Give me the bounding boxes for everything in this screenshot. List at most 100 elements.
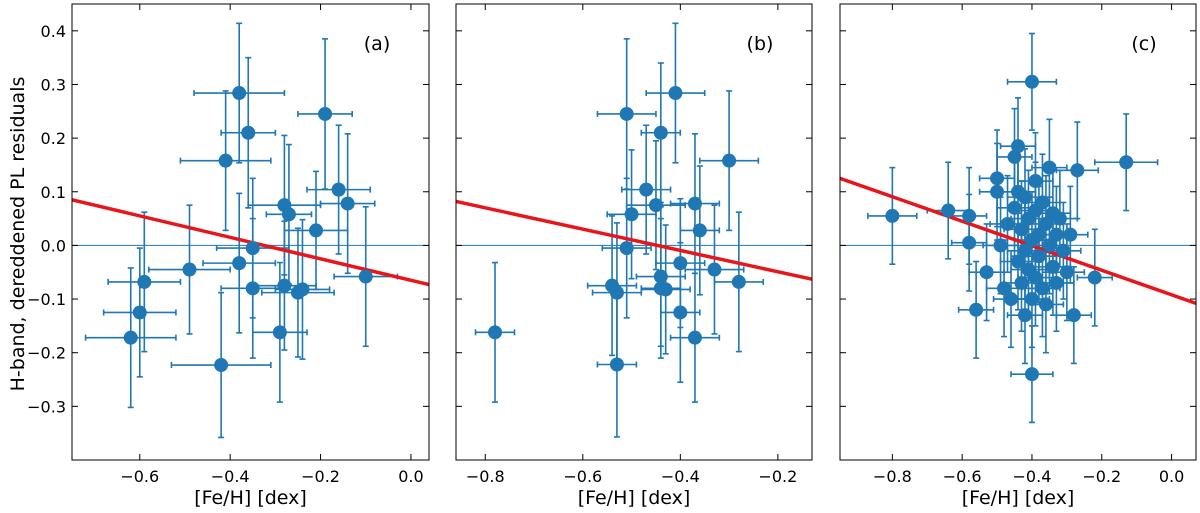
- data-point: [1049, 227, 1064, 242]
- data-point: [1014, 222, 1029, 237]
- data-point: [1066, 308, 1081, 323]
- data-point: [1007, 149, 1022, 164]
- x-tick-label: −0.6: [943, 467, 982, 486]
- data-point: [673, 256, 688, 271]
- data-point: [997, 281, 1012, 296]
- x-tick-label: −0.2: [1082, 467, 1121, 486]
- data-point: [658, 282, 673, 297]
- x-tick-label: −0.4: [211, 467, 250, 486]
- data-point: [1056, 243, 1071, 258]
- data-point: [962, 208, 977, 223]
- axes-frame: [455, 3, 813, 461]
- x-tick-label: 0.0: [398, 467, 423, 486]
- data-point: [1042, 238, 1057, 253]
- x-axis-label: [Fe/H] [dex]: [194, 487, 307, 509]
- data-point: [707, 262, 722, 277]
- data-point: [1045, 259, 1060, 274]
- data-point: [123, 330, 138, 345]
- data-point: [692, 223, 707, 238]
- data-point: [731, 274, 746, 289]
- data-point: [232, 86, 247, 101]
- data-point: [1031, 227, 1046, 242]
- data-point: [1028, 174, 1043, 189]
- x-tick-label: −0.2: [301, 467, 340, 486]
- data-point: [318, 106, 333, 121]
- data-point: [182, 262, 197, 277]
- data-point: [272, 325, 287, 340]
- axes-frame: [71, 3, 430, 461]
- x-axis-label: [Fe/H] [dex]: [962, 487, 1075, 509]
- data-point: [331, 182, 346, 197]
- data-point: [639, 182, 654, 197]
- data-point: [277, 278, 292, 293]
- data-point: [609, 285, 624, 300]
- x-tick-label: −0.6: [563, 467, 602, 486]
- panel-c: −0.8 −0.6 −0.4 −0.2 0.0 [Fe/H] [dex] (c): [839, 3, 1197, 509]
- x-axis-label: [Fe/H] [dex]: [578, 487, 691, 509]
- fit-line: [455, 199, 813, 281]
- data-point: [1035, 195, 1050, 210]
- data-point: [668, 86, 683, 101]
- x-tick-label: −0.4: [1013, 467, 1052, 486]
- y-tick-label: 0.4: [41, 22, 66, 41]
- data-point: [990, 171, 1005, 186]
- data-point: [1011, 254, 1025, 269]
- data-point: [648, 198, 663, 213]
- data-point: [232, 256, 247, 271]
- data-point: [1014, 275, 1029, 290]
- data-point: [245, 281, 260, 296]
- panel-label: (a): [364, 33, 390, 55]
- data-point: [1011, 139, 1025, 154]
- data-point: [1119, 155, 1134, 170]
- data-point: [990, 184, 1005, 199]
- data-point: [1042, 160, 1057, 175]
- data-point: [358, 269, 373, 284]
- data-point: [1070, 163, 1085, 178]
- data-point: [1017, 243, 1032, 258]
- data-point: [962, 235, 977, 250]
- data-point: [1000, 216, 1015, 231]
- data-point: [1063, 227, 1078, 242]
- data-point: [993, 238, 1008, 253]
- data-point: [245, 241, 260, 256]
- data-point: [673, 305, 688, 320]
- data-point: [722, 153, 737, 168]
- data-point: [241, 125, 256, 140]
- y-tick-label: 0.1: [41, 183, 66, 202]
- data-point: [687, 196, 702, 211]
- data-point: [619, 241, 634, 256]
- data-point: [1024, 292, 1039, 307]
- x-tick-label: −0.4: [661, 467, 700, 486]
- data-point: [1017, 190, 1032, 205]
- data-point: [488, 325, 503, 340]
- data-point: [1017, 308, 1032, 323]
- data-point: [1059, 265, 1074, 280]
- panel-label: (b): [747, 33, 774, 55]
- x-tick-label: −0.8: [466, 467, 505, 486]
- data-point: [1007, 200, 1022, 215]
- data-point: [969, 302, 984, 317]
- data-point: [1038, 216, 1053, 231]
- data-point: [1087, 270, 1102, 285]
- data-point: [687, 330, 702, 345]
- y-tick-label: 0.3: [41, 75, 66, 94]
- data-point: [340, 196, 355, 211]
- data-point: [653, 125, 668, 140]
- y-tick-label: −0.2: [27, 344, 66, 363]
- data-point: [979, 265, 994, 280]
- data-point: [1004, 292, 1019, 307]
- data-point: [218, 153, 233, 168]
- y-tick-label: 0.0: [41, 236, 66, 255]
- data-point: [1031, 249, 1046, 264]
- x-tick-label: 0.0: [1159, 467, 1184, 486]
- x-tick-label: −0.8: [873, 467, 912, 486]
- x-tick-label: −0.2: [758, 467, 797, 486]
- data-point: [1035, 281, 1050, 296]
- y-tick-label: −0.1: [27, 290, 66, 309]
- data-point: [1028, 270, 1043, 285]
- data-point: [1038, 297, 1053, 312]
- y-axis-label: H-band, dereddened PL residuals: [7, 77, 29, 392]
- panel-a: −0.6 −0.4 −0.2 0.0 −0.3 −0.2 −0.1 0.0 0.1 0.2 0.3 0…: [27, 3, 430, 509]
- data-point: [137, 274, 152, 289]
